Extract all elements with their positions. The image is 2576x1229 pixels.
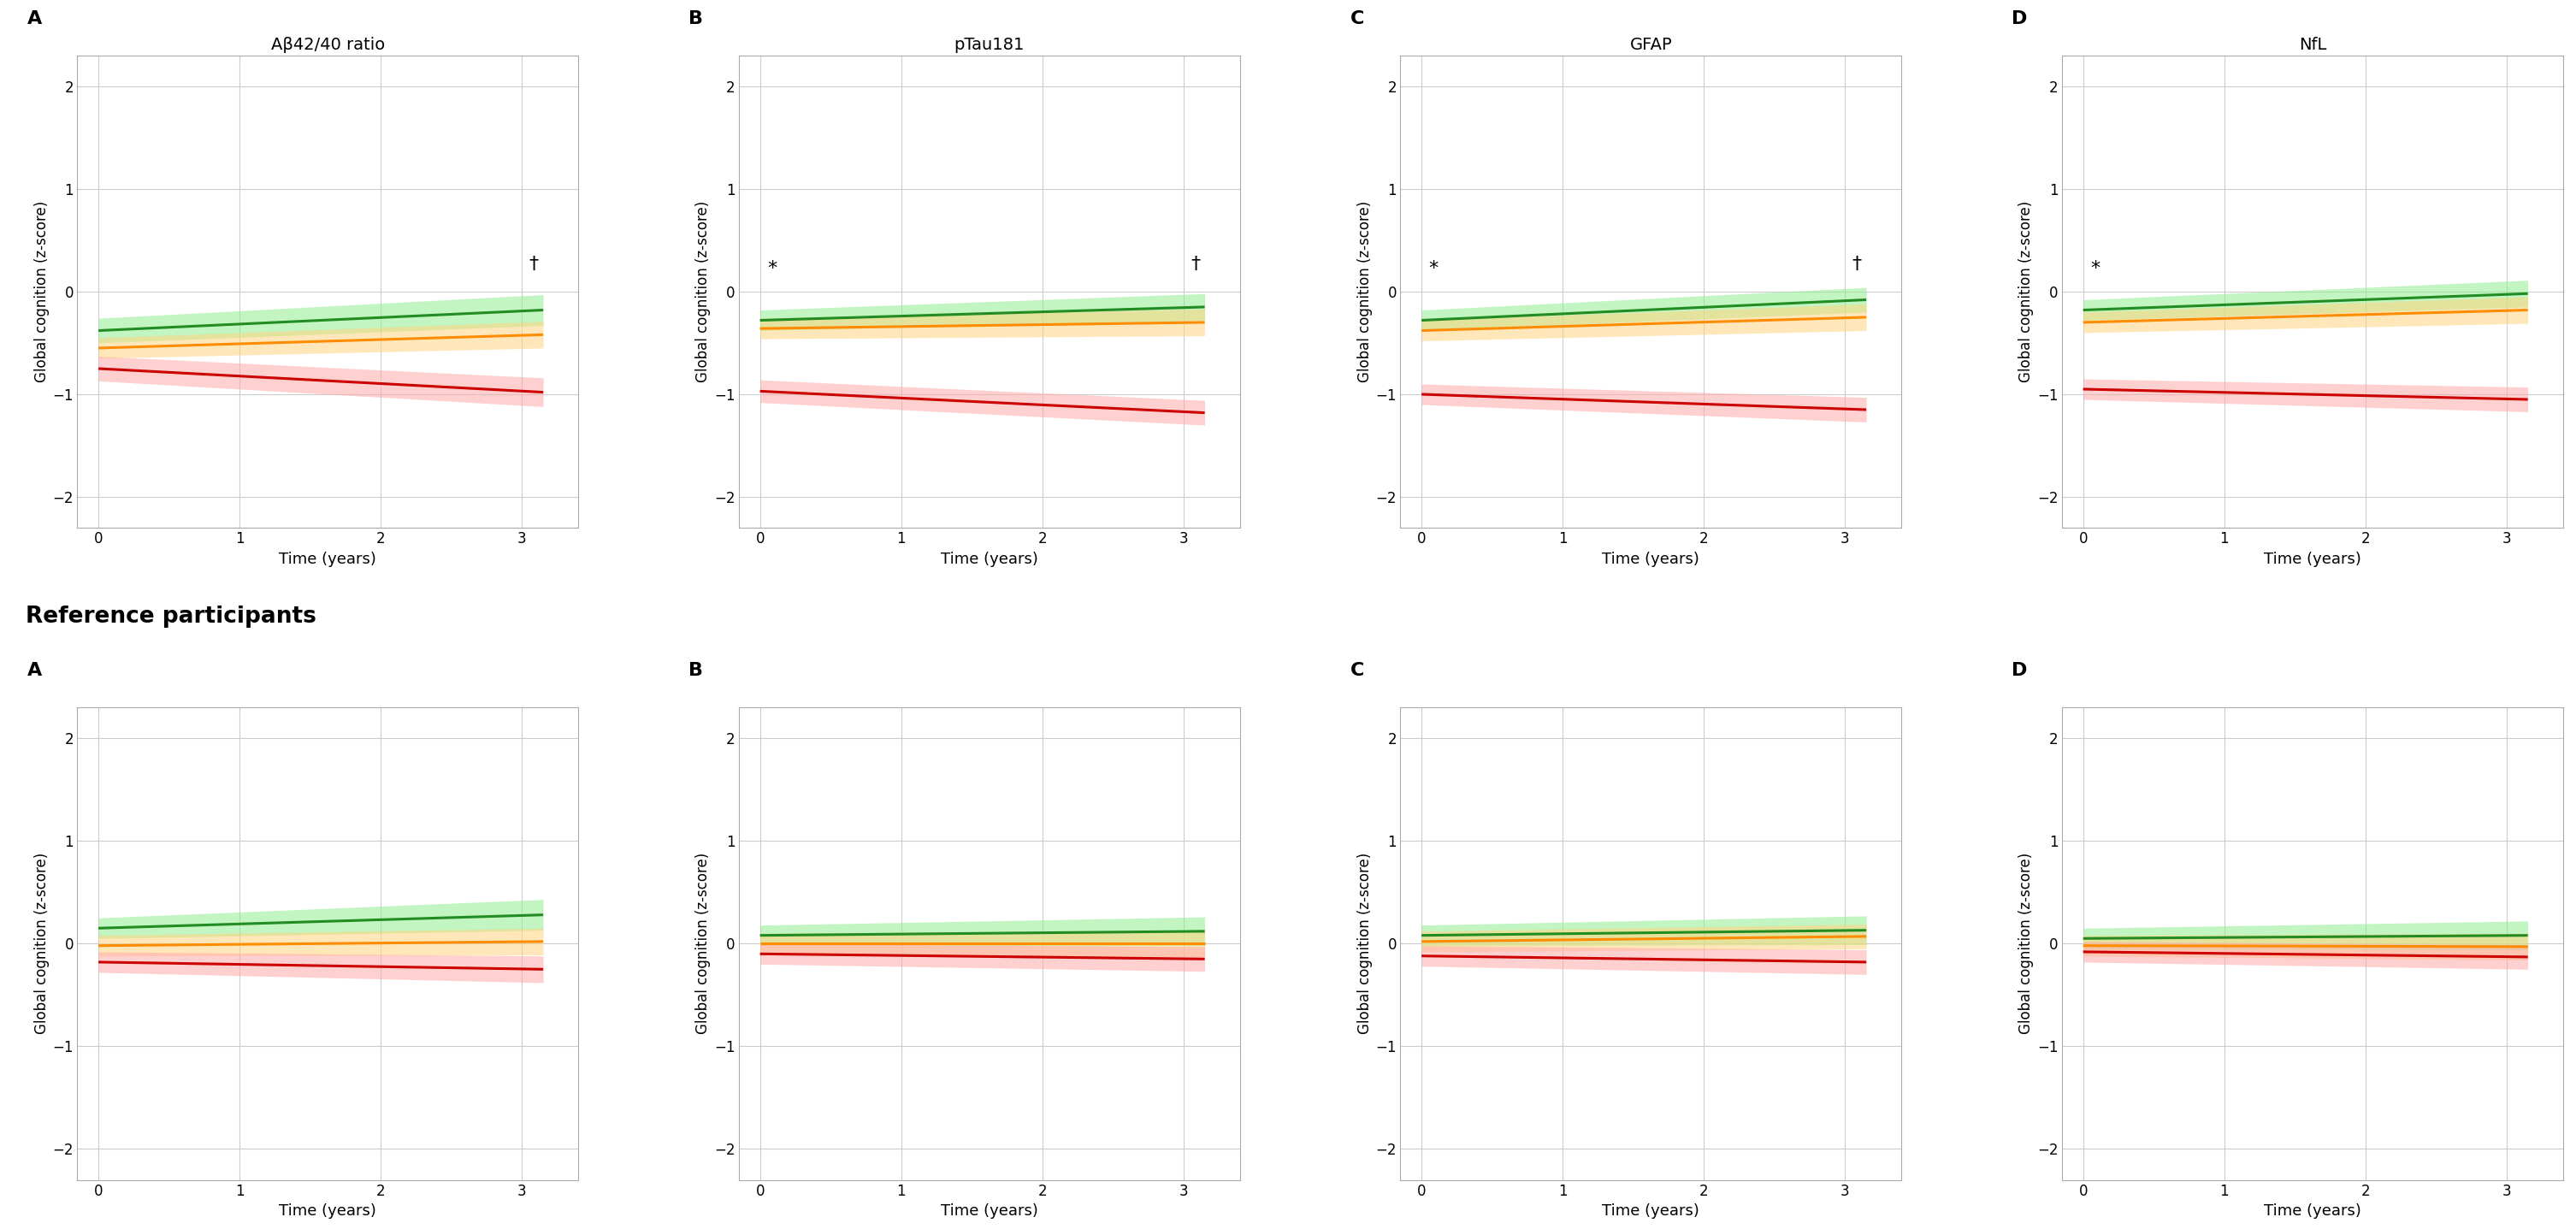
- X-axis label: Time (years): Time (years): [278, 552, 376, 567]
- Y-axis label: Global cognition (z-score): Global cognition (z-score): [1358, 200, 1373, 382]
- Title: GFAP: GFAP: [1631, 37, 1672, 53]
- X-axis label: Time (years): Time (years): [940, 552, 1038, 567]
- Text: †: †: [528, 256, 538, 273]
- X-axis label: Time (years): Time (years): [278, 1203, 376, 1219]
- Y-axis label: Global cognition (z-score): Global cognition (z-score): [696, 200, 711, 382]
- X-axis label: Time (years): Time (years): [2264, 1203, 2362, 1219]
- Y-axis label: Global cognition (z-score): Global cognition (z-score): [33, 853, 49, 1035]
- Text: A: A: [28, 10, 41, 27]
- Y-axis label: Global cognition (z-score): Global cognition (z-score): [33, 200, 49, 382]
- Text: C: C: [1350, 10, 1365, 27]
- Title: NfL: NfL: [2298, 37, 2326, 53]
- Y-axis label: Global cognition (z-score): Global cognition (z-score): [696, 853, 711, 1035]
- X-axis label: Time (years): Time (years): [2264, 552, 2362, 567]
- Y-axis label: Global cognition (z-score): Global cognition (z-score): [1358, 853, 1373, 1035]
- Y-axis label: Global cognition (z-score): Global cognition (z-score): [2020, 200, 2035, 382]
- Text: C: C: [1350, 662, 1365, 678]
- Text: D: D: [2012, 10, 2027, 27]
- Text: *: *: [1430, 261, 1437, 278]
- Text: B: B: [688, 10, 703, 27]
- Title: pTau181: pTau181: [953, 37, 1025, 53]
- Text: †: †: [1852, 256, 1862, 273]
- X-axis label: Time (years): Time (years): [1602, 552, 1700, 567]
- Text: †: †: [1190, 256, 1200, 273]
- Text: *: *: [2089, 261, 2099, 278]
- Text: *: *: [768, 261, 778, 278]
- Text: D: D: [2012, 662, 2027, 678]
- X-axis label: Time (years): Time (years): [940, 1203, 1038, 1219]
- Y-axis label: Global cognition (z-score): Global cognition (z-score): [2020, 853, 2035, 1035]
- Text: A: A: [28, 662, 41, 678]
- Text: B: B: [688, 662, 703, 678]
- X-axis label: Time (years): Time (years): [1602, 1203, 1700, 1219]
- Title: Aβ42/40 ratio: Aβ42/40 ratio: [270, 37, 384, 53]
- Text: Reference participants: Reference participants: [26, 605, 317, 628]
